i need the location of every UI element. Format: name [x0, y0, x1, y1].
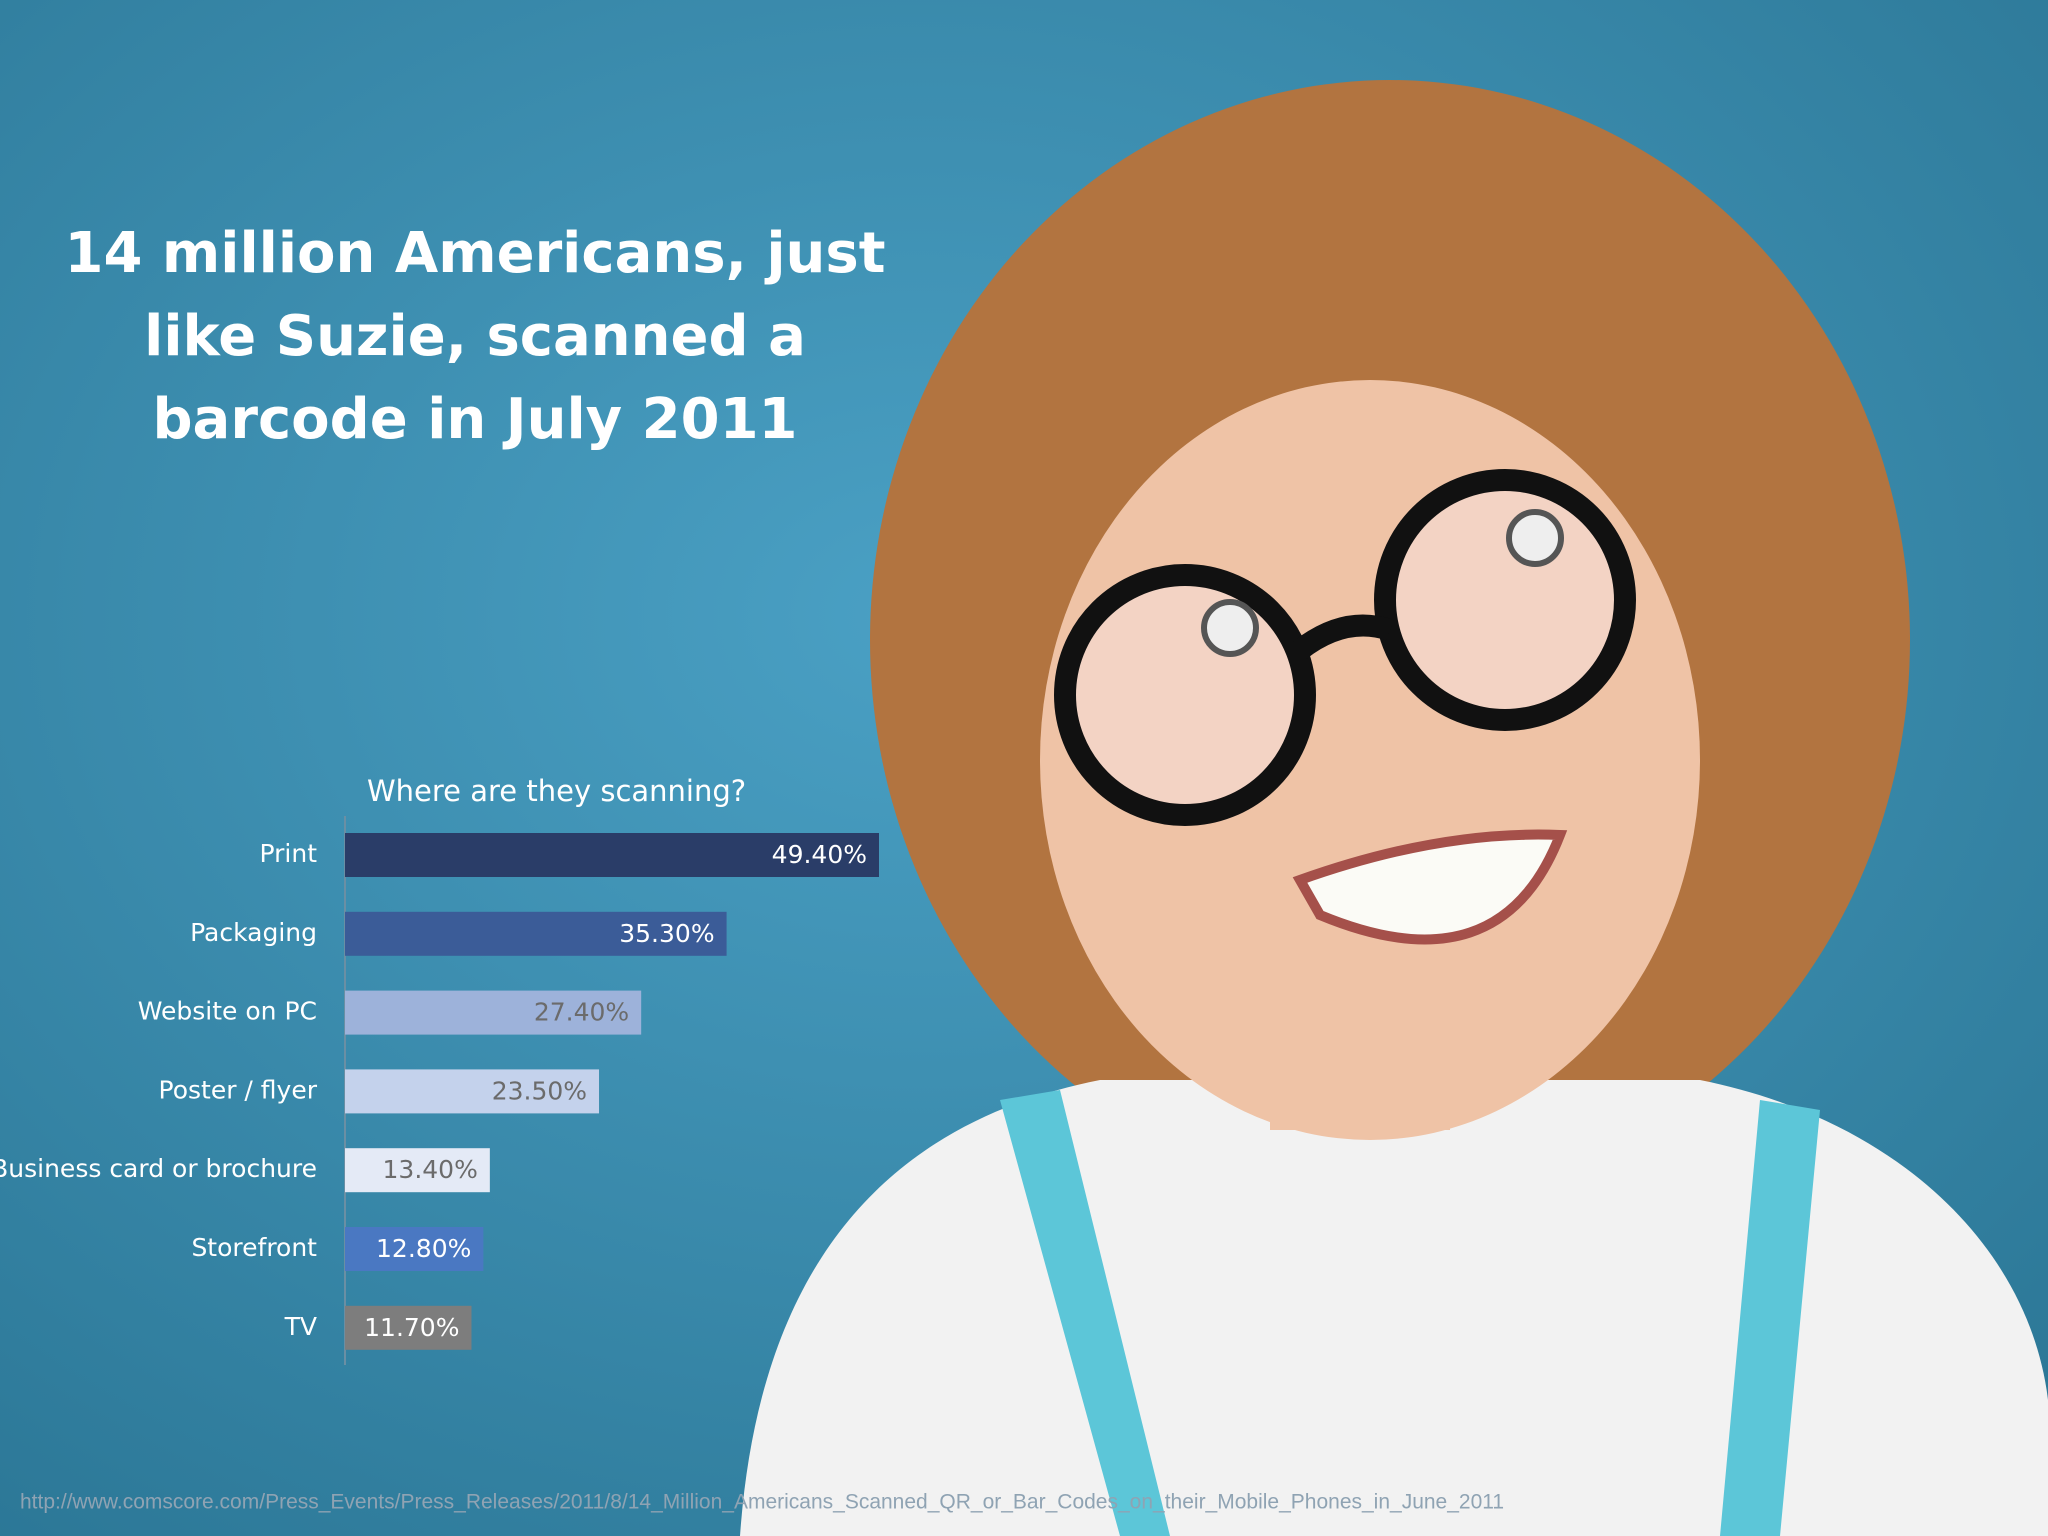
value-label: 27.40%: [534, 998, 629, 1027]
category-label: TV: [284, 1312, 317, 1341]
source-note: http://www.comscore.com/Press_Events/Pre…: [20, 1491, 1504, 1514]
bar: [345, 1305, 472, 1350]
headline-line: like Suzie, scanned a: [144, 304, 806, 369]
chart-title: Where are they scanning?: [367, 774, 746, 808]
category-label: Poster / flyer: [159, 1075, 318, 1104]
category-label: Storefront: [191, 1233, 317, 1262]
bar: [345, 1069, 600, 1114]
category-label: Packaging: [190, 918, 317, 947]
value-label: 13.40%: [383, 1155, 478, 1184]
bar: [345, 990, 642, 1035]
headline-line: barcode in July 2011: [152, 387, 797, 452]
headline: 14 million Americans, just like Suzie, sc…: [65, 221, 886, 452]
bar: [345, 1227, 484, 1271]
bar: [345, 833, 879, 877]
category-label: Website on PC: [138, 997, 317, 1026]
value-label: 11.70%: [364, 1313, 459, 1342]
value-label: 23.50%: [492, 1076, 587, 1105]
value-label: 12.80%: [376, 1234, 471, 1263]
value-label: 35.30%: [619, 919, 714, 948]
category-label: Business card or brochure: [0, 1154, 317, 1183]
headline-line: 14 million Americans, just: [65, 221, 886, 286]
bar: [345, 1148, 490, 1193]
value-label: 49.40%: [772, 840, 867, 869]
photo: [740, 80, 2048, 1536]
bar: [345, 911, 727, 956]
category-label: Print: [259, 839, 317, 868]
